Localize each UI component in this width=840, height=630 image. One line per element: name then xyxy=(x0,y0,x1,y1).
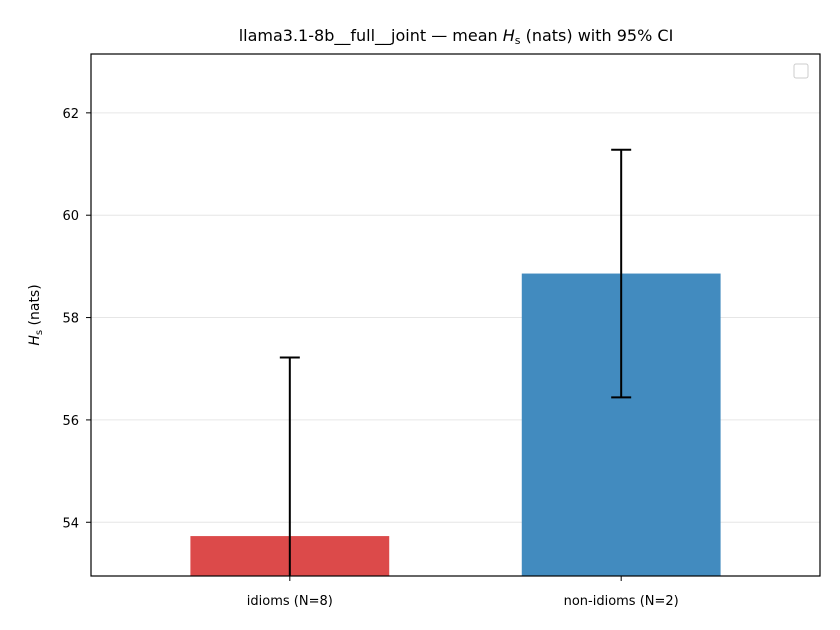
y-axis-label-unit: (nats) xyxy=(27,284,43,330)
y-tick-label: 60 xyxy=(62,209,79,224)
chart-title-symbol: H xyxy=(503,26,515,45)
y-axis-ticks: 54 56 58 60 62 xyxy=(62,107,91,531)
x-axis-ticks: idioms (N=8) non-idioms (N=2) xyxy=(247,576,679,609)
y-tick-label: 56 xyxy=(62,414,79,429)
chart-title-subscript: s xyxy=(515,34,521,47)
y-axis-label-subscript: s xyxy=(34,330,45,335)
chart-title: llama3.1-8b__full__joint — mean Hs (nats… xyxy=(239,26,674,47)
x-tick-label: idioms (N=8) xyxy=(247,594,333,609)
plot-frame xyxy=(90,53,821,577)
y-tick-label: 58 xyxy=(62,312,79,327)
chart-title-prefix: llama3.1-8b__full__joint — mean xyxy=(239,26,503,46)
legend-box xyxy=(793,63,809,79)
chart-title-suffix: (nats) with 95% CI xyxy=(521,26,674,45)
y-tick-label: 62 xyxy=(62,107,79,122)
y-axis-label-symbol: H xyxy=(27,335,43,346)
bars xyxy=(190,273,721,576)
y-axis-label: Hs (nats) xyxy=(27,284,45,345)
y-tick-label: 54 xyxy=(62,516,79,531)
x-tick-label: non-idioms (N=2) xyxy=(564,594,679,609)
error-bars xyxy=(279,148,632,576)
